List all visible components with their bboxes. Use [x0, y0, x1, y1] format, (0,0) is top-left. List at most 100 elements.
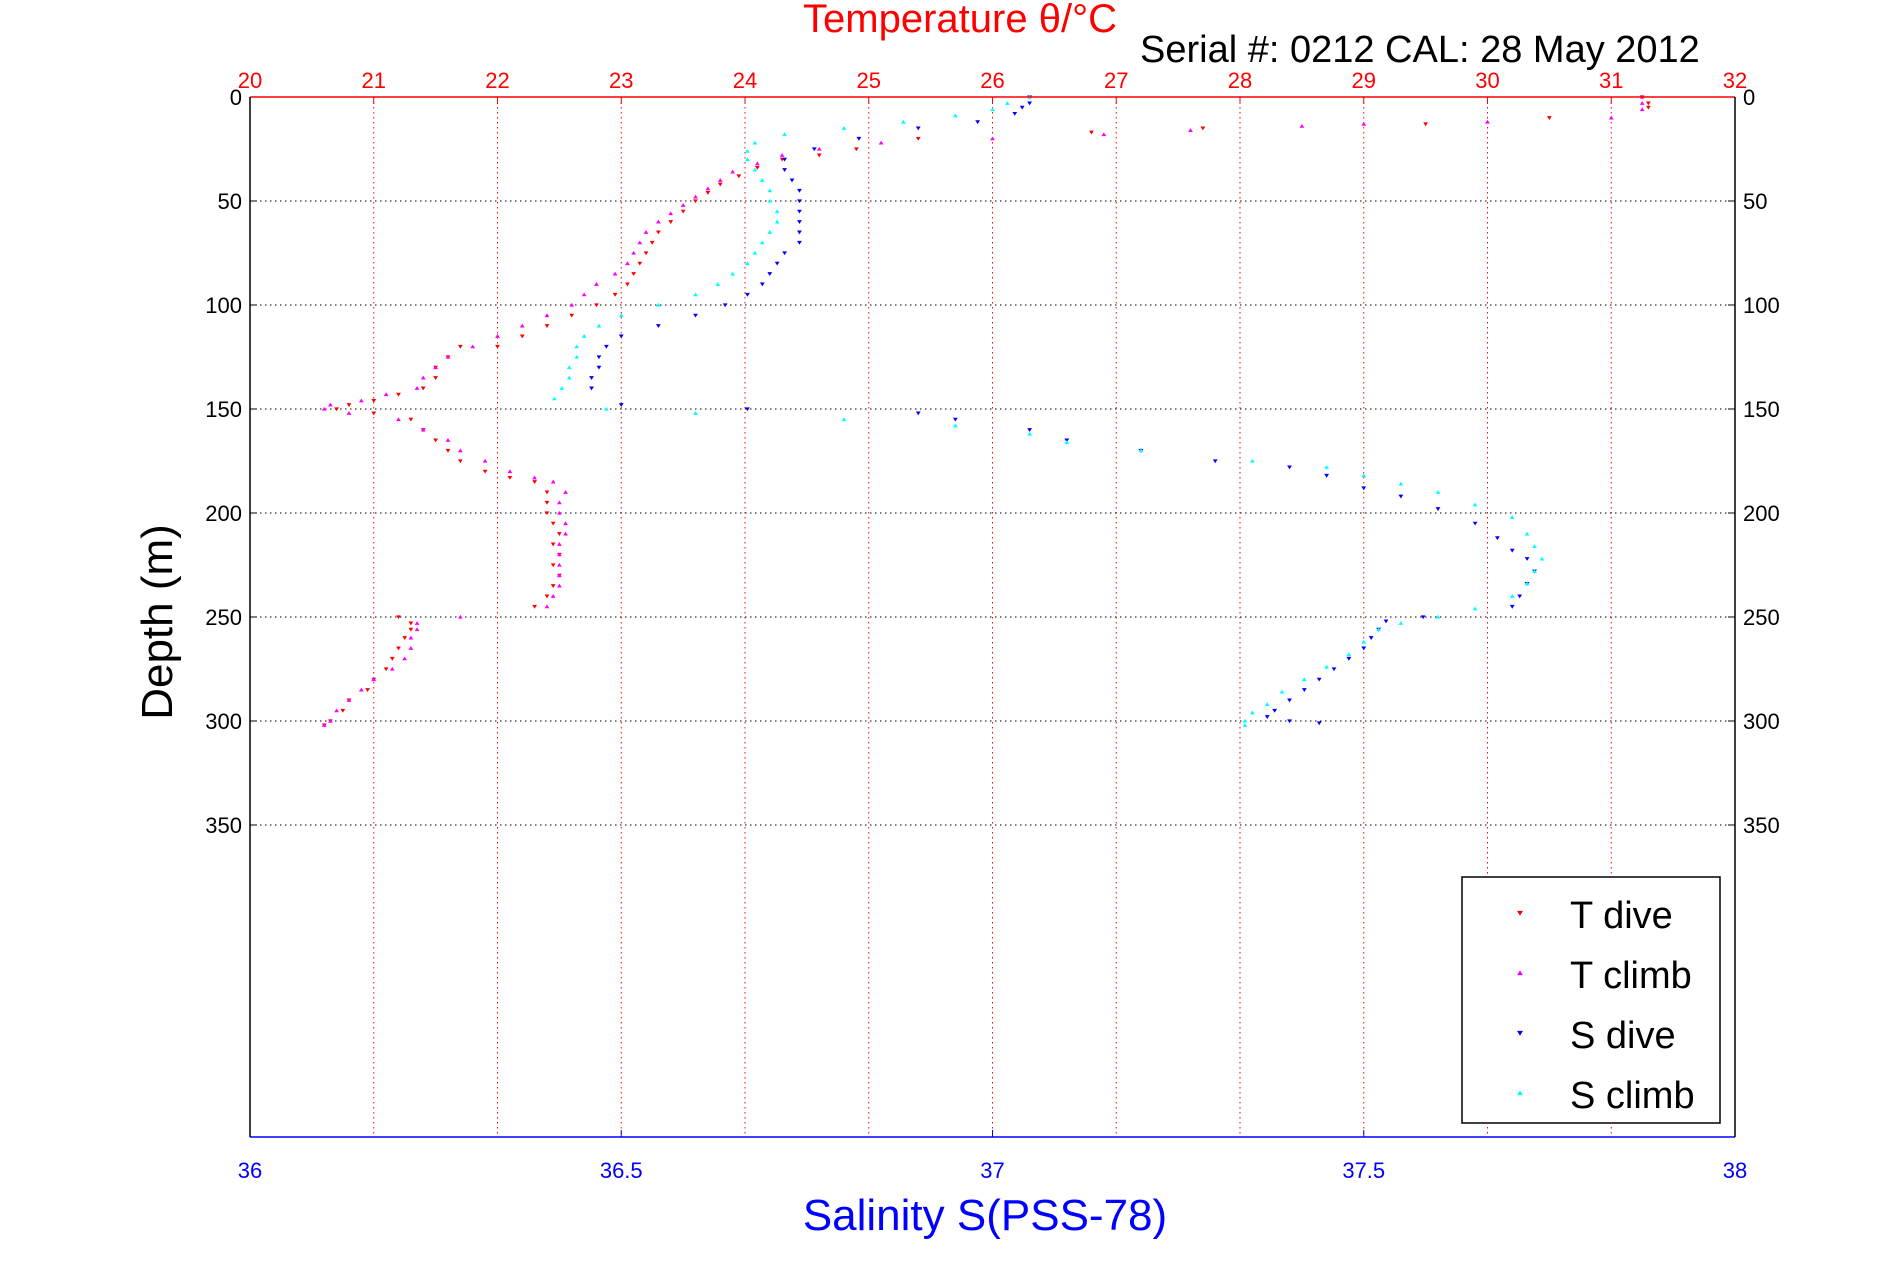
data-point [581, 292, 587, 297]
data-point [975, 120, 981, 125]
data-point [752, 167, 758, 172]
grid [250, 97, 1735, 1137]
data-point [563, 490, 568, 494]
data-point [655, 302, 661, 307]
data-point [1423, 122, 1429, 127]
data-point [596, 355, 602, 360]
data-point [952, 417, 958, 422]
data-point [420, 375, 426, 380]
data-point [532, 480, 538, 484]
data-point [782, 132, 787, 137]
data-point [396, 646, 401, 651]
data-point [655, 219, 661, 224]
data-point [556, 532, 562, 536]
data-point [581, 334, 587, 338]
data-point [358, 398, 364, 403]
data-point [1089, 130, 1094, 135]
data-point [507, 469, 513, 474]
data-point [878, 140, 884, 145]
x-top-tick-label: 30 [1475, 68, 1499, 93]
data-point [1242, 723, 1248, 727]
data-point [797, 240, 802, 245]
data-point [589, 376, 594, 380]
x-top-tick-label: 23 [609, 68, 633, 93]
data-point [556, 562, 562, 567]
y-right-tick-label: 200 [1743, 501, 1780, 526]
data-point [1027, 101, 1033, 106]
data-point [414, 627, 420, 632]
data-point [550, 479, 556, 484]
data-point [625, 282, 630, 287]
data-point [618, 403, 624, 407]
series-s-climb [552, 94, 1545, 727]
y-left-tick-label: 350 [205, 813, 242, 838]
data-point [618, 334, 624, 339]
data-point [563, 531, 568, 536]
data-point [408, 627, 414, 632]
data-point [1249, 710, 1255, 715]
legend-box [1461, 876, 1721, 1124]
data-point [789, 178, 795, 183]
data-point [596, 365, 602, 370]
legend-marker [1517, 1030, 1523, 1036]
data-point [637, 261, 643, 266]
data-point [722, 303, 728, 308]
data-point [445, 448, 451, 453]
data-point [952, 423, 958, 428]
data-point [1485, 119, 1490, 124]
data-point [556, 510, 562, 515]
y-left-tick-label: 50 [218, 189, 242, 214]
legend-label: T climb [1570, 955, 1692, 997]
data-point [563, 521, 568, 526]
data-point [408, 646, 414, 650]
data-point [544, 490, 550, 495]
data-point [371, 399, 377, 403]
data-point [1287, 719, 1292, 724]
data-point [328, 718, 333, 723]
data-point [745, 157, 750, 162]
data-point [569, 302, 575, 307]
data-point [433, 365, 439, 370]
data-point [396, 392, 401, 397]
data-point [643, 230, 649, 234]
data-point [655, 230, 661, 235]
data-point [752, 140, 758, 145]
data-point [1532, 544, 1537, 548]
x-bottom-tick-label: 36.5 [600, 1158, 643, 1183]
data-point [901, 119, 906, 124]
x-top-tick-label: 22 [485, 68, 509, 93]
x-bottom-tick-label: 37.5 [1342, 1158, 1385, 1183]
data-point [1539, 556, 1545, 561]
data-point [1376, 627, 1381, 632]
data-point [1398, 481, 1404, 486]
data-point [1101, 132, 1107, 137]
data-point [556, 573, 562, 578]
data-point [550, 563, 556, 568]
data-point [414, 621, 420, 625]
data-point [1435, 614, 1441, 619]
x-bottom-tick-label: 38 [1723, 1158, 1747, 1183]
data-point [532, 604, 538, 609]
data-point [1398, 621, 1404, 625]
y-right-tick-label: 100 [1743, 293, 1780, 318]
data-point [604, 344, 609, 349]
data-point [408, 417, 414, 422]
data-point [1324, 473, 1330, 478]
data-point [767, 188, 773, 193]
data-point [1301, 688, 1307, 692]
data-point [1188, 128, 1193, 132]
data-point [1324, 465, 1330, 469]
data-point [594, 303, 599, 308]
data-marks [321, 94, 1651, 728]
data-point [774, 219, 780, 224]
data-point [745, 292, 750, 297]
data-point [774, 209, 780, 214]
data-point [754, 166, 760, 170]
data-point [346, 403, 352, 407]
data-point [797, 188, 802, 193]
data-point [1645, 105, 1651, 110]
data-point [550, 584, 556, 588]
data-point [604, 406, 609, 411]
data-point [668, 220, 674, 224]
data-point [321, 406, 327, 411]
